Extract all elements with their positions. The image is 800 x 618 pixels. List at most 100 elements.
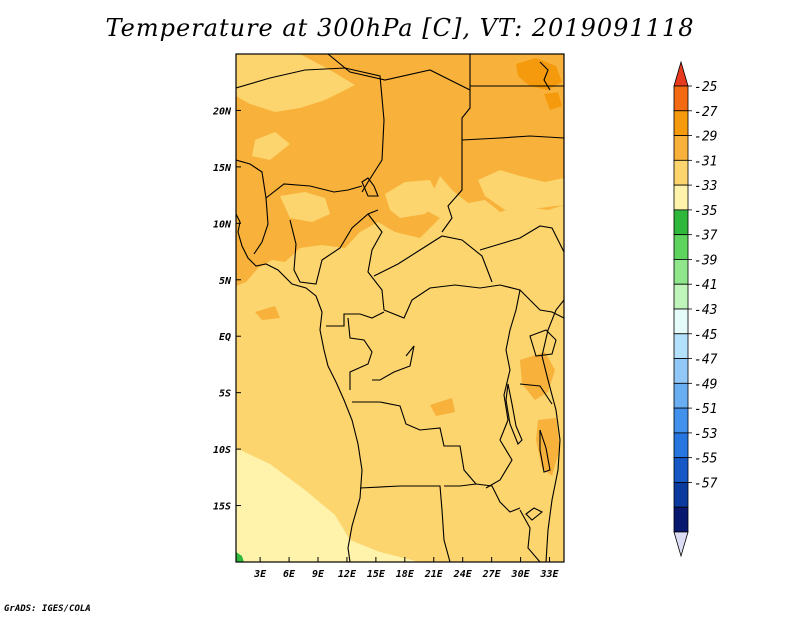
- colorbar-label: -41: [694, 278, 717, 293]
- colorbar-label: -33: [694, 179, 717, 194]
- colorbar-label: -35: [694, 204, 718, 219]
- colorbar-label: -53: [694, 427, 717, 442]
- colorbar-top-triangle: [673, 60, 689, 87]
- y-tick-label: EQ: [219, 332, 231, 343]
- colorbar-swatch: [673, 85, 689, 112]
- border-uganda-kenya: [529, 299, 564, 319]
- x-tick-label: 30E: [511, 569, 531, 580]
- x-tick-label: 33E: [539, 569, 559, 580]
- colorbar-swatch: [673, 333, 689, 359]
- colorbar-swatch: [673, 234, 689, 260]
- colorbar-swatch: [673, 506, 689, 533]
- y-tick-label: 10N: [213, 219, 232, 230]
- colorbar-swatch: [673, 382, 689, 409]
- x-tick-label: 6E: [283, 569, 296, 580]
- y-tick-label: 10S: [213, 445, 231, 456]
- fill-minus35-minus37: [236, 552, 244, 562]
- colorbar-label: -31: [694, 154, 717, 169]
- border-south-sudan: [479, 225, 564, 253]
- colorbar-swatch: [673, 110, 689, 136]
- map-borders: [236, 54, 564, 562]
- lake-tanganyika: [505, 383, 523, 445]
- border-chad-sudan: [461, 135, 564, 141]
- x-tick-label: 24E: [453, 569, 473, 580]
- x-tick-label: 15E: [367, 569, 386, 580]
- border-angola-south: [359, 485, 451, 562]
- border-drc-angola-small: [372, 345, 415, 381]
- colorbar-label: -51: [694, 402, 717, 417]
- colorbar-swatch: [673, 432, 689, 459]
- colorbar-label: -57: [694, 476, 718, 491]
- coastline-east: [541, 299, 564, 562]
- y-tick-label: 5N: [219, 276, 232, 287]
- x-tick-label: 12E: [338, 569, 357, 580]
- lake-kariba: [525, 507, 544, 521]
- border-algeria: [327, 54, 471, 91]
- border-nigeria: [289, 209, 379, 285]
- border-drc-north: [383, 284, 531, 319]
- y-tick-label: 20N: [212, 106, 232, 117]
- x-tick-label: 21E: [424, 569, 444, 580]
- colorbar-swatch: [673, 283, 689, 310]
- fill-minus31-minus33: [478, 170, 564, 210]
- colorbar-swatch: [673, 209, 689, 236]
- lake-chad: [361, 177, 379, 197]
- colorbar-swatch: [673, 159, 689, 186]
- grads-credit: GrADS: IGES/COLA: [4, 604, 91, 614]
- colorbar-label: -39: [694, 253, 717, 268]
- colorbar-label: -49: [694, 377, 717, 392]
- border-angola-drc: [352, 401, 477, 485]
- y-tick-label: 15N: [213, 163, 232, 174]
- coastline-west: [236, 213, 363, 562]
- fill-minus31-minus33: [280, 192, 330, 222]
- colorbar-swatch: [673, 482, 689, 508]
- x-tick-label: 9E: [312, 569, 325, 580]
- colorbar-swatch: [673, 358, 689, 384]
- colorbar-swatch: [673, 184, 689, 211]
- border-congo: [347, 317, 373, 390]
- x-axis: 3E 6E 9E 12E 15E 18E 21E 24E 27E 30E 33E: [253, 557, 560, 580]
- colorbar-swatch: [673, 308, 689, 335]
- border-moz: [519, 509, 541, 562]
- fill-minus31-minus33: [252, 132, 290, 160]
- colorbar-label: -55: [694, 452, 718, 467]
- colorbar-label: -47: [694, 353, 718, 368]
- border-tanzania: [519, 383, 553, 405]
- chart-title: Temperature at 300hPa [C], VT: 201909111…: [105, 14, 695, 42]
- y-tick-label: 15S: [213, 502, 231, 513]
- border-libya-chad: [441, 54, 471, 233]
- fill-minus29-minus31: [430, 398, 455, 416]
- colorbar-label: -37: [694, 229, 718, 244]
- fill-minus31-minus33: [385, 180, 440, 218]
- map-frame: [235, 53, 565, 563]
- fill-minus29-minus31: [236, 54, 564, 286]
- border-zambia: [444, 483, 521, 513]
- x-tick-label: 27E: [482, 569, 502, 580]
- colorbar-label: -45: [694, 328, 718, 343]
- fill-minus33-minus35: [236, 500, 330, 562]
- colorbar-bottom-triangle: [673, 531, 689, 558]
- border-cameroon: [367, 213, 385, 311]
- border-mali-niger: [236, 67, 385, 193]
- border-car: [373, 235, 493, 283]
- border-gabon: [326, 311, 385, 327]
- colorbar-swatch: [673, 135, 689, 161]
- colorbar-swatch: [673, 457, 689, 483]
- y-axis: 20N 15N 10N 5N EQ 5S 10S 15S: [212, 106, 241, 513]
- fill-minus29-minus31: [520, 352, 555, 400]
- colorbar-label: -43: [694, 303, 717, 318]
- fill-minus27-minus29: [544, 92, 562, 110]
- fill-minus27-minus29: [516, 58, 562, 90]
- lake-malawi: [539, 429, 551, 473]
- x-tick-label: 3E: [253, 569, 267, 580]
- border-drc-east: [485, 289, 521, 489]
- colorbar-label: -27: [694, 105, 718, 120]
- colorbar-label: -25: [694, 80, 718, 95]
- border-burkina: [265, 183, 363, 199]
- x-tick-label: 18E: [396, 569, 415, 580]
- temperature-field: [236, 54, 564, 562]
- y-tick-label: 5S: [219, 389, 231, 400]
- colorbar-swatch: [673, 407, 689, 434]
- red-sea-coast: [539, 61, 551, 91]
- fill-minus29-minus31: [255, 306, 280, 320]
